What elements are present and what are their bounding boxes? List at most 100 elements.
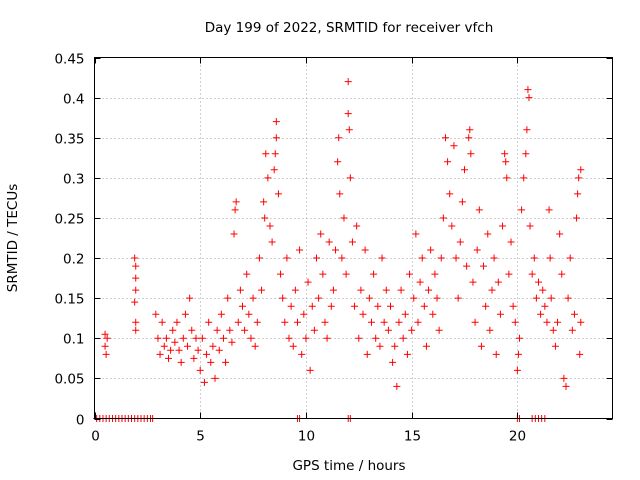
y-tick-label: 0 [76,413,85,429]
data-point [574,190,582,198]
data-point [577,318,585,326]
data-point [456,238,464,246]
data-point [382,286,390,294]
data-point [296,246,304,254]
y-tick-label: 0.1 [63,332,84,348]
data-point [384,326,392,334]
data-point [577,166,585,174]
data-point [403,350,411,358]
data-point [217,310,225,318]
data-point [518,206,526,214]
data-point [241,326,249,334]
data-point [329,286,337,294]
data-point [310,326,318,334]
data-point [414,318,422,326]
data-point [264,174,272,182]
data-point [425,286,433,294]
data-point [416,278,424,286]
data-point [274,190,282,198]
data-point [357,286,365,294]
data-point [308,302,316,310]
data-point [511,318,519,326]
data-point [513,366,521,374]
data-point [313,254,320,262]
data-point [321,318,329,326]
data-point [564,294,572,302]
data-point [545,206,553,214]
data-point [156,350,164,358]
data-point [154,334,162,342]
data-point [102,350,110,358]
data-point [514,350,522,358]
data-point [249,294,257,302]
data-point [319,270,327,278]
data-point [387,302,394,310]
data-point [486,326,494,334]
data-point [190,354,198,362]
data-point [192,334,200,342]
data-point [171,338,179,346]
data-point [480,262,488,270]
data-point [211,374,219,382]
data-point [380,318,388,326]
y-tick-label: 0.45 [54,52,84,68]
data-point [458,198,466,206]
data-point [509,302,517,310]
data-point [501,150,509,158]
data-point [262,150,270,158]
data-point [132,286,140,294]
x-tick-label: 20 [509,429,526,445]
data-point [234,318,242,326]
data-point [558,270,566,278]
data-point [230,230,238,238]
data-point [454,294,462,302]
data-point [348,238,356,246]
data-point [528,270,536,278]
data-point [245,310,253,318]
data-point [435,326,443,334]
data-point [515,334,523,342]
data-point [277,270,285,278]
data-point [539,286,547,294]
data-point [503,174,511,182]
data-point [336,190,344,198]
data-point [576,350,584,358]
data-point [289,342,297,350]
data-point [431,270,439,278]
y-tick-label: 0.2 [63,252,84,268]
data-point [272,118,280,126]
data-point [287,302,295,310]
data-point [484,230,492,238]
data-point [346,174,354,182]
data-point [378,254,386,262]
data-point [131,254,139,262]
data-point [165,354,172,362]
data-point [184,342,192,350]
data-point [566,254,574,262]
data-point [496,310,504,318]
data-point [408,326,416,334]
data-point [160,342,168,350]
data-point [132,262,140,270]
data-point [179,334,187,342]
data-point [397,286,405,294]
data-point [477,342,485,350]
data-point [270,166,278,174]
data-point [523,126,531,134]
data-point [473,246,481,254]
data-point [535,278,542,286]
data-point [215,346,223,354]
x-tick-label: 10 [298,429,315,445]
data-point [367,318,375,326]
data-point [285,334,293,342]
x-tick-label: 5 [196,429,205,445]
data-point [575,174,583,182]
data-point [355,334,363,342]
data-point [549,326,557,334]
data-point [101,330,109,338]
data-point [205,318,213,326]
data-point [467,150,475,158]
data-point [532,294,540,302]
y-tick-label: 0.15 [54,292,84,308]
x-tick-label: 15 [404,429,421,445]
